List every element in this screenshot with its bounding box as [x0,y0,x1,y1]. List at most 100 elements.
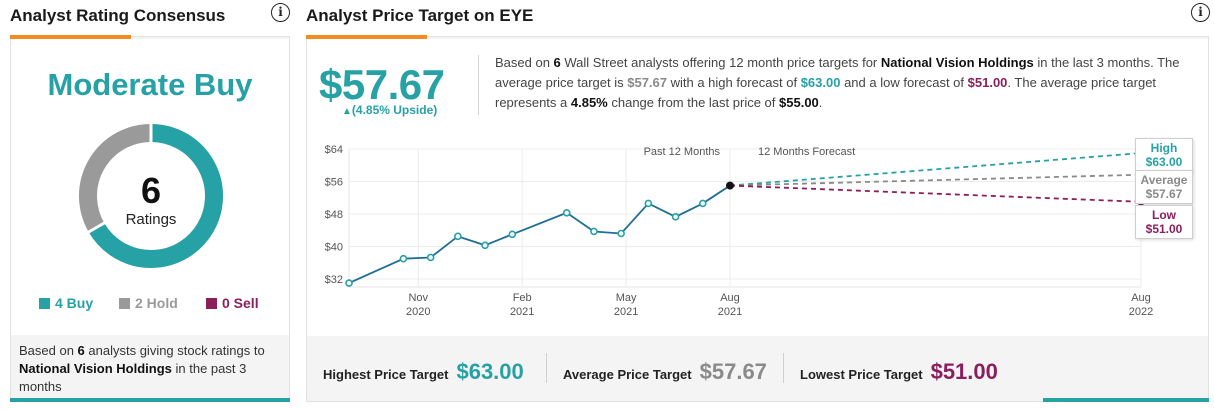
footer-text-post: in the past 3 months [19,361,247,394]
rating-section-title: Analyst Rating Consensus [10,6,226,25]
footer-text-pre: Based on [19,343,78,358]
high-target-label: High [1150,141,1178,155]
legend-buy-label: 4 Buy [55,295,94,311]
period-label-forecast: 12 Months Forecast [758,146,855,158]
footer-company: National Vision Holdings [19,361,172,376]
desc-text-7: change from the last price of [607,95,780,110]
history-point [671,213,680,221]
legend-buy: 4 Buy [39,295,93,311]
x-tick-year: 2021 [510,306,534,318]
history-point [562,208,571,217]
desc-last-price: $55.00 [779,95,819,110]
desc-text-8: . [818,95,823,110]
ratings-label: Ratings [126,211,177,228]
price-target-section-title: Analyst Price Target on EYE [306,6,534,25]
footer-text-mid: analysts giving stock ratings to [84,343,265,358]
footer-divider [546,353,547,383]
desc-text-1: Based on [495,55,554,70]
desc-text-4: with a high forecast of [667,75,801,90]
highest-value: $63.00 [456,359,524,384]
desc-percent: 4.85% [570,95,608,110]
desc-text-6: . The average price target represents a [495,75,1157,110]
desc-analyst-count: 6 [553,55,561,70]
rating-card: Moderate Buy 6 Ratings 4 Buy 2 Hold 0 Se… [10,35,290,402]
upside-value: (4.85% Upside) [351,103,438,117]
history-point [426,253,435,262]
x-tick-year: 2021 [718,306,742,318]
legend-hold: 2 Hold [119,295,178,311]
price-card-bottom-accent [1043,398,1209,402]
desc-text-3: in the last 3 months. The average price … [495,55,1180,90]
rating-donut: 6 Ratings [79,123,223,268]
legend-buy-swatch [39,297,50,309]
x-tick-month: Feb [513,292,532,304]
legend-sell-swatch [206,297,217,309]
x-tick-year: 2020 [406,306,430,318]
consensus-label: Moderate Buy [47,67,253,102]
forecast-average-line [729,173,1142,187]
average-target-label: Average [1140,173,1188,187]
y-tick-label: $56 [325,177,343,189]
desc-low: $51.00 [967,75,1008,90]
average-label: Average Price Target [563,367,692,382]
average-target-box: Average $57.67 [1135,170,1193,204]
upside-text: ▲(4.85% Upside) [342,103,437,117]
history-point [399,254,408,263]
history-point [508,230,517,239]
x-tick-month: Aug [1131,292,1151,304]
legend-hold-label: 2 Hold [135,295,178,311]
history-point [698,199,707,208]
rating-footer-text: Based on 6 analysts giving stock ratings… [19,342,281,396]
info-icon[interactable]: i [271,3,290,22]
legend-sell-label: 0 Sell [222,295,259,311]
highest-label: Highest Price Target [323,367,449,382]
high-target-box: High $63.00 [1135,138,1193,172]
footer-divider [783,353,784,383]
footer-analyst-count: 6 [77,343,85,358]
donut-segment-hold [79,124,152,232]
low-target-value: $51.00 [1145,222,1183,236]
forecast-high-line [729,152,1142,187]
header-divider [478,55,479,115]
average-value: $57.67 [699,359,767,384]
lowest-label: Lowest Price Target [800,367,923,382]
y-tick-label: $48 [325,209,343,221]
history-point [617,229,625,238]
desc-text-2: Wall Street analysts offering 12 month p… [560,55,881,70]
average-price-target-footer: Average Price Target $57.67 [563,359,767,385]
low-target-label: Low [1152,208,1176,222]
price-card-accent [306,35,427,39]
history-point [590,227,598,236]
x-tick-month: Aug [720,292,740,304]
donut-segment-buy [88,124,223,268]
desc-text-5: and a low forecast of [840,75,968,90]
highest-price-target: Highest Price Target $63.00 [323,359,524,385]
average-price-target: $57.67 [319,61,445,108]
low-target-box: Low $51.00 [1135,205,1193,239]
donut-gap-mid [86,220,107,235]
info-icon[interactable]: i [1191,3,1210,22]
history-point [644,199,653,208]
desc-company: National Vision Holdings [880,55,1034,70]
price-target-card: $57.67 ▲(4.85% Upside) Based on 6 Wall S… [306,35,1209,402]
y-tick-label: $32 [325,274,343,286]
history-point [454,232,462,241]
y-tick-label: $64 [325,144,343,156]
price-target-chart: $64 $56 $48 $40 $32 Nov 2020 Feb 2021 May 2021 Aug 2… [325,144,1154,318]
high-target-value: $63.00 [1145,155,1183,169]
legend-hold-swatch [119,297,130,309]
y-tick-label: $40 [325,242,343,254]
desc-high: $63.00 [800,75,841,90]
period-label-past: Past 12 Months [644,146,721,158]
legend-sell: 0 Sell [206,295,259,311]
rating-card-bottom-accent [10,398,290,402]
history-point [345,279,353,287]
lowest-value: $51.00 [930,359,998,384]
rating-card-accent [10,35,131,39]
average-target-value: $57.67 [1145,187,1183,201]
ratings-count: 6 [141,170,161,211]
price-card-body: $57.67 ▲(4.85% Upside) Based on 6 Wall S… [307,39,1208,336]
x-tick-year: 2021 [614,306,638,318]
lowest-price-target: Lowest Price Target $51.00 [800,359,998,385]
price-target-description: Based on 6 Wall Street analysts offering… [495,53,1205,113]
